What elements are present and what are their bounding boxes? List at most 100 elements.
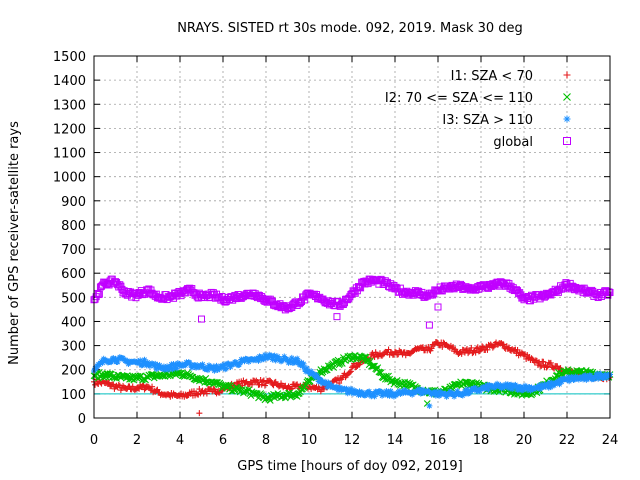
y-tick-label: 600 (61, 267, 86, 282)
legend: I1: SZA < 70 I2: 70 <= SZA <= 110 I3: SZA … (385, 69, 571, 150)
data-point (362, 391, 369, 398)
data-point (99, 359, 106, 366)
data-point (236, 361, 243, 368)
data-point (257, 353, 264, 360)
y-axis-label: Number of GPS receiver-satellite rays (7, 121, 22, 365)
data-point (114, 359, 121, 366)
x-tick-label: 8 (262, 433, 270, 448)
data-point (254, 355, 261, 362)
outliers (196, 303, 442, 417)
data-point (227, 364, 234, 371)
data-point (484, 346, 491, 353)
data-point (580, 376, 587, 383)
data-point (324, 384, 331, 391)
data-point (468, 344, 475, 351)
x-tick-label: 2 (133, 433, 141, 448)
data-point (543, 364, 550, 371)
legend-label: global (493, 135, 533, 150)
data-point (513, 383, 520, 390)
data-point (259, 378, 266, 385)
data-point (547, 384, 554, 391)
data-point (472, 349, 479, 356)
data-point (211, 386, 218, 393)
data-point (269, 356, 276, 363)
chart-title: NRAYS. SISTED rt 30s mode. 092, 2019. Ma… (177, 21, 523, 36)
data-point (322, 378, 329, 385)
data-point (544, 380, 551, 387)
data-point (159, 366, 166, 373)
y-tick-label: 1100 (53, 147, 86, 162)
data-point (112, 355, 119, 362)
data-point (346, 369, 353, 376)
data-point (454, 388, 461, 395)
y-tick-label: 500 (61, 291, 86, 306)
data-point (285, 359, 292, 366)
data-point (173, 365, 180, 372)
data-point (211, 367, 218, 374)
data-point (371, 393, 378, 400)
data-point (297, 362, 304, 369)
data-point (558, 378, 565, 385)
data-point (366, 388, 373, 395)
data-point (268, 352, 275, 359)
data-point (428, 345, 435, 352)
data-point (597, 370, 604, 377)
x-axis-label: GPS time [hours of doy 092, 2019] (237, 459, 462, 474)
data-point (194, 362, 201, 369)
y-tick-label: 300 (61, 340, 86, 355)
data-point (170, 360, 177, 367)
data-point (151, 362, 158, 369)
y-tick-label: 1200 (53, 122, 86, 137)
x-tick-label: 16 (430, 433, 447, 448)
data-point (284, 357, 291, 364)
data-point (274, 353, 281, 360)
data-point (392, 348, 398, 355)
data-point (385, 388, 392, 395)
data-point (538, 381, 545, 388)
data-point (288, 354, 295, 361)
y-tick-label: 1000 (53, 171, 86, 186)
data-point (383, 388, 390, 395)
data-point (409, 391, 416, 398)
data-point (347, 368, 354, 375)
data-point (141, 356, 148, 363)
data-point (258, 381, 265, 388)
x-tick-label: 4 (176, 433, 184, 448)
data-point (347, 385, 354, 392)
data-point (425, 321, 433, 329)
data-point (249, 381, 256, 388)
data-point (135, 358, 142, 365)
data-point (272, 357, 279, 364)
data-point (281, 353, 288, 360)
data-point (464, 386, 471, 393)
legend-label: I1: SZA < 70 (451, 69, 533, 84)
data-point (556, 381, 563, 388)
data-point (547, 359, 554, 366)
data-point (387, 388, 394, 395)
data-point (434, 303, 442, 311)
data-point (314, 373, 321, 380)
data-point (266, 397, 274, 404)
data-point (439, 343, 446, 350)
data-point (115, 381, 122, 388)
y-tick-label: 0 (78, 412, 86, 427)
data-point (485, 386, 492, 393)
data-point (442, 390, 449, 397)
data-point (443, 393, 450, 400)
data-point (349, 388, 355, 395)
data-point (333, 313, 341, 321)
data-point (359, 389, 366, 396)
series-layer (90, 275, 614, 417)
data-point (146, 363, 153, 370)
data-point (459, 392, 466, 399)
data-point (261, 382, 268, 389)
data-point (223, 365, 230, 372)
data-point (184, 392, 191, 399)
data-point (137, 357, 144, 364)
data-point (167, 363, 174, 370)
x-tick-label: 22 (559, 433, 576, 448)
data-point (529, 356, 536, 363)
data-point (165, 366, 172, 373)
data-point (602, 371, 609, 378)
data-point (374, 390, 381, 397)
